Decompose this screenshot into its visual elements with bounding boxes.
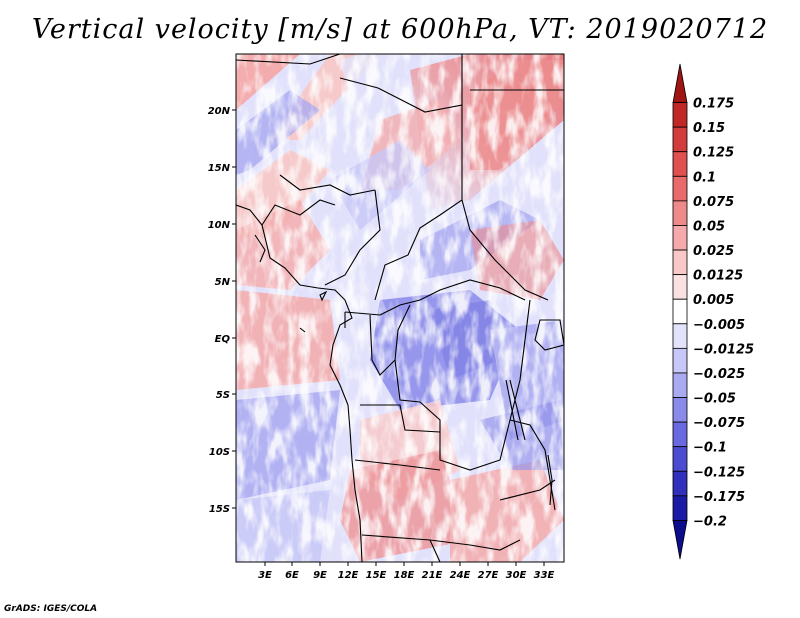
- colorbar-swatch: [672, 470, 688, 497]
- lat-label-5n: 5N: [215, 277, 231, 288]
- colorbar-swatch: [672, 446, 688, 472]
- colorbar-swatch: [672, 347, 688, 374]
- colorbar-level-label: −0.1: [693, 441, 727, 456]
- lon-label-9e: 9E: [313, 570, 327, 581]
- latitude-axis: 20N 15N 10N 5N EQ 5S 10S 15S: [208, 106, 236, 515]
- colorbar-level-label: −0.0125: [693, 342, 754, 357]
- colorbar-level-label: 0.0125: [693, 269, 743, 284]
- colorbar-level-label: 0.05: [693, 219, 725, 234]
- colorbar-swatch: [672, 126, 688, 153]
- lon-label-27e: 27E: [478, 570, 499, 581]
- map-title: Vertical velocity [m/s] at 600hPa, VT: 2…: [31, 14, 769, 45]
- colorbar-legend: 0.175 0.15 0.125 0.1 0.075 0.05 0.025 0.0125 0.0…: [672, 63, 754, 560]
- colorbar-swatch: [672, 397, 688, 423]
- colorbar-level-label: −0.025: [693, 367, 745, 382]
- lon-label-30e: 30E: [506, 570, 527, 581]
- lat-label-10n: 10N: [208, 220, 231, 231]
- colorbar-level-label: 0.125: [693, 146, 734, 161]
- colorbar-swatch: [672, 323, 688, 349]
- colorbar-swatch: [672, 298, 688, 325]
- colorbar-level-label: −0.2: [693, 514, 727, 529]
- lat-label-10s: 10S: [209, 447, 230, 458]
- colorbar-level-label: −0.05: [693, 392, 736, 407]
- lat-label-20n: 20N: [208, 106, 231, 117]
- grads-credit: GrADS: IGES/COLA: [4, 604, 98, 614]
- colorbar-swatch: [672, 421, 688, 448]
- colorbar-level-label: 0.025: [693, 244, 734, 259]
- colorbar-swatch: [672, 495, 688, 521]
- colorbar-level-label: 0.075: [693, 195, 734, 210]
- longitude-axis: 3E 6E 9E 12E 15E 18E 21E 24E 27E 30E 33E: [258, 562, 555, 581]
- colorbar-swatch: [672, 274, 688, 300]
- lon-label-33e: 33E: [534, 570, 555, 581]
- lat-label-15n: 15N: [208, 163, 231, 174]
- lon-label-15e: 15E: [366, 570, 387, 581]
- colorbar-swatch: [672, 175, 688, 202]
- colorbar-cap-top: [672, 63, 688, 103]
- colorbar-swatch: [672, 102, 688, 128]
- colorbar-level-label: 0.15: [693, 121, 725, 136]
- lat-label-eq: EQ: [215, 334, 231, 345]
- lon-label-18e: 18E: [394, 570, 415, 581]
- colorbar-level-label: 0.1: [693, 170, 716, 185]
- colorbar-swatch: [672, 225, 688, 251]
- lon-label-6e: 6E: [285, 570, 299, 581]
- colorbar-swatch: [672, 200, 688, 226]
- colorbar-swatch: [672, 151, 688, 177]
- colorbar-level-label: −0.125: [693, 465, 745, 480]
- colorbar-level-label: 0.005: [693, 293, 734, 308]
- lat-label-5s: 5S: [216, 390, 230, 401]
- colorbar-swatch: [672, 249, 688, 276]
- lon-label-21e: 21E: [422, 570, 443, 581]
- lon-label-12e: 12E: [338, 570, 359, 581]
- lon-label-24e: 24E: [450, 570, 471, 581]
- colorbar-swatch: [672, 372, 688, 398]
- colorbar-level-label: −0.175: [693, 490, 745, 505]
- colorbar-level-label: −0.005: [693, 318, 745, 333]
- colorbar-level-label: −0.075: [693, 416, 745, 431]
- lon-label-3e: 3E: [258, 570, 272, 581]
- colorbar-cap-bottom: [672, 520, 688, 560]
- lat-label-15s: 15S: [209, 504, 230, 515]
- vertical-velocity-field: [236, 54, 564, 562]
- map-frame: [235, 53, 565, 563]
- country-borders: [236, 54, 564, 562]
- colorbar-level-label: 0.175: [693, 97, 734, 112]
